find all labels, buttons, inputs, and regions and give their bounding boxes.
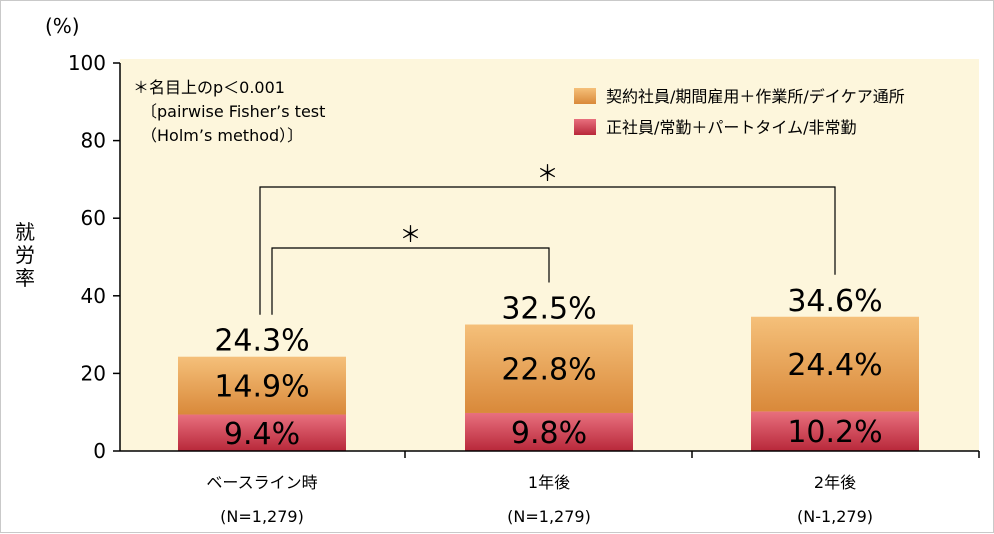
x-category-n: (N-1,279) — [797, 507, 873, 526]
legend-label-contract: 契約社員/期間雇用＋作業所/デイケア通所 — [606, 87, 905, 106]
segment-value-label: 24.4% — [787, 348, 882, 383]
segment-value-label: 10.2% — [787, 415, 882, 450]
legend-label-regular: 正社員/常勤＋パートタイム/非常勤 — [606, 118, 856, 137]
significance-bracket — [271, 247, 550, 315]
y-tick-label: 60 — [81, 206, 106, 230]
legend: 契約社員/期間雇用＋作業所/デイケア通所 正社員/常勤＋パートタイム/非常勤 — [574, 87, 905, 137]
x-category-label: 1年後 — [528, 473, 570, 492]
total-value-label: 32.5% — [501, 292, 596, 327]
note-line: ＊名目上のp＜0.001 — [133, 78, 285, 97]
legend-swatch-regular — [574, 119, 596, 135]
total-value-label: 34.6% — [787, 284, 882, 319]
y-tick-label: 100 — [68, 51, 106, 75]
y-tick-label: 20 — [81, 361, 106, 385]
y-tick-label: 40 — [81, 284, 106, 308]
bar-segment — [465, 412, 633, 451]
x-category-label: ベースライン時 — [206, 473, 317, 492]
significance-bracket — [259, 186, 836, 315]
significance-marker: ＊ — [536, 162, 558, 187]
y-axis-unit: (%) — [45, 14, 80, 38]
x-category-n: (N=1,279) — [507, 507, 591, 526]
legend-swatch-contract — [574, 88, 596, 104]
note-line: （Holm’s method）〕 — [141, 126, 303, 145]
segment-value-label: 9.8% — [511, 416, 587, 451]
bar-segment — [751, 316, 919, 412]
note-line: 〔pairwise Fisher’s test — [141, 102, 325, 121]
bar-segment — [178, 356, 346, 415]
x-category-n: (N=1,279) — [220, 507, 304, 526]
total-value-label: 24.3% — [214, 324, 309, 359]
segment-value-label: 9.4% — [224, 417, 300, 452]
segment-value-label: 22.8% — [501, 353, 596, 388]
significance-note: ＊名目上のp＜0.001 〔pairwise Fisher’s test （Ho… — [133, 78, 325, 145]
bar-segment — [465, 324, 633, 413]
significance-marker: ＊ — [399, 223, 421, 248]
segment-value-label: 14.9% — [214, 370, 309, 405]
y-axis-label: 就労率 — [15, 220, 35, 290]
y-tick-label: 0 — [93, 439, 106, 463]
bar-segment — [751, 411, 919, 451]
bar-segment — [178, 414, 346, 451]
y-tick-label: 80 — [81, 129, 106, 153]
x-category-label: 2年後 — [814, 473, 856, 492]
